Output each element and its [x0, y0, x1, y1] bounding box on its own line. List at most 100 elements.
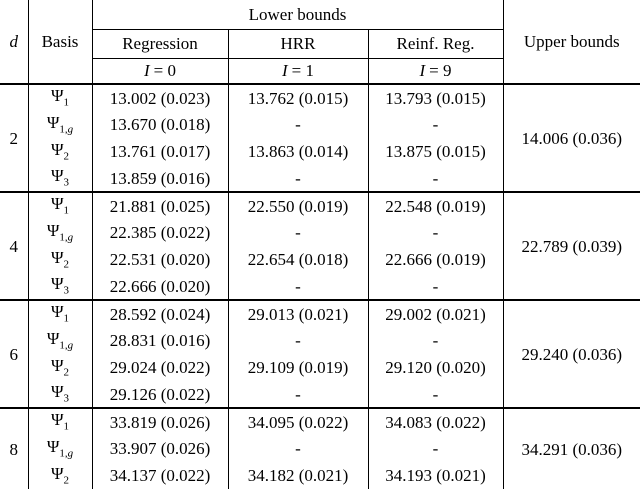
header-upper-bounds: Upper bounds: [502, 0, 640, 85]
hrr-value: -: [227, 273, 368, 301]
basis-cell: Ψ1,g: [27, 111, 92, 138]
table-row: Ψ3 13.859 (0.016) - -: [0, 165, 640, 193]
regression-value: 22.666 (0.020): [91, 273, 228, 301]
table-row: 8 Ψ1 33.819 (0.026) 34.095 (0.022) 34.08…: [0, 408, 640, 489]
hrr-value: 34.095 (0.022): [227, 408, 368, 435]
hrr-value: 22.550 (0.019): [227, 192, 368, 219]
table-row: Ψ3 29.126 (0.022) - -: [0, 381, 640, 409]
basis-cell: Ψ3: [27, 165, 92, 193]
basis-subscript: 1: [63, 204, 70, 217]
hrr-value: -: [227, 165, 368, 193]
regression-value: 28.831 (0.016): [91, 327, 228, 354]
psi-symbol: Ψ: [50, 463, 64, 483]
header-iteration-0: I = 0: [91, 58, 228, 85]
basis-subscript: 2: [63, 474, 70, 487]
regression-value: 13.761 (0.017): [91, 138, 228, 165]
reinf-reg-value: 34.193 (0.021): [367, 462, 504, 489]
iteration-variable: I: [281, 61, 288, 81]
upper-bound-value: 22.789 (0.039): [502, 192, 640, 301]
regression-value: 13.670 (0.018): [91, 111, 228, 138]
header-method-regression: Regression: [91, 29, 228, 59]
iteration-variable: I: [143, 61, 150, 81]
table-row: Ψ2 22.531 (0.020) 22.654 (0.018) 22.666 …: [0, 246, 640, 273]
hrr-value: -: [227, 381, 368, 409]
psi-symbol: Ψ: [46, 220, 60, 240]
hrr-value: 29.013 (0.021): [227, 300, 368, 327]
psi-symbol: Ψ: [46, 436, 60, 456]
hrr-value: 29.109 (0.019): [227, 354, 368, 381]
regression-value: 22.385 (0.022): [91, 219, 228, 246]
basis-subscript: 3: [63, 284, 70, 297]
reinf-reg-value: 29.120 (0.020): [367, 354, 504, 381]
header-basis: Basis: [27, 0, 92, 85]
regression-value: 13.859 (0.016): [91, 165, 228, 193]
basis-cell: Ψ1: [27, 192, 92, 219]
d-value: 2: [0, 84, 28, 193]
d-value: 8: [9, 439, 19, 459]
table-row: 6 Ψ1 28.592 (0.024) 29.013 (0.021) 29.00…: [0, 300, 640, 409]
basis-subscript: 3: [63, 392, 70, 405]
regression-value: 33.819 (0.026): [91, 408, 228, 435]
hrr-value: 13.863 (0.014): [227, 138, 368, 165]
basis-subscript: 3: [63, 176, 70, 189]
reinf-reg-value: -: [367, 111, 504, 138]
basis-cell: Ψ1: [27, 300, 92, 327]
header-lower-bounds: Lower bounds: [91, 0, 504, 30]
table-row: Ψ1,g 28.831 (0.016) - -: [0, 327, 640, 354]
reinf-reg-value: -: [367, 381, 504, 409]
iteration-value: = 1: [291, 61, 314, 81]
basis-subscript: 2: [63, 366, 70, 379]
basis-cell: Ψ1,g: [27, 219, 92, 246]
reinf-reg-value: 29.002 (0.021): [367, 300, 504, 327]
reinf-reg-value: 13.875 (0.015): [367, 138, 504, 165]
header-row-3: I = 0 I = 1 I = 9: [0, 58, 640, 85]
header-row-2: Regression HRR Reinf. Reg.: [0, 29, 640, 59]
reinf-reg-value: -: [367, 273, 504, 301]
regression-value: 34.137 (0.022): [91, 462, 228, 489]
basis-subscript: 1,g: [59, 123, 74, 136]
reinf-reg-value: -: [367, 327, 504, 354]
hrr-value: 13.762 (0.015): [227, 84, 368, 111]
header-d: d: [0, 0, 28, 85]
basis-cell: Ψ1,g: [27, 327, 92, 354]
upper-bound-value: 29.240 (0.036): [502, 300, 640, 409]
reinf-reg-value: 22.666 (0.019): [367, 246, 504, 273]
basis-subscript: 1: [63, 420, 70, 433]
hrr-value: 22.654 (0.018): [227, 246, 368, 273]
basis-cell: Ψ2: [27, 462, 92, 489]
psi-symbol: Ψ: [46, 328, 60, 348]
upper-bound-value: 14.006 (0.036): [502, 84, 640, 193]
reinf-reg-value: -: [367, 435, 504, 462]
header-method-hrr: HRR: [227, 29, 368, 59]
basis-cell: Ψ2: [27, 138, 92, 165]
basis-cell: Ψ3: [27, 381, 92, 409]
header-method-reinf-reg: Reinf. Reg.: [367, 29, 504, 59]
iteration-variable: I: [419, 61, 426, 81]
iteration-value: = 9: [429, 61, 452, 81]
table-row: Ψ1,g 33.907 (0.026) - -: [0, 435, 640, 462]
table-row: 4 Ψ1 21.881 (0.025) 22.550 (0.019) 22.54…: [0, 192, 640, 301]
psi-symbol: Ψ: [50, 410, 64, 430]
hrr-value: -: [227, 111, 368, 138]
regression-value: 33.907 (0.026): [91, 435, 228, 462]
header-iteration-9: I = 9: [367, 58, 504, 85]
basis-cell: Ψ1: [27, 408, 92, 435]
hrr-value: 34.182 (0.021): [227, 462, 368, 489]
reinf-reg-value: -: [367, 219, 504, 246]
regression-value: 13.002 (0.023): [91, 84, 228, 111]
table-row: Ψ3 22.666 (0.020) - -: [0, 273, 640, 301]
psi-symbol: Ψ: [50, 302, 64, 322]
psi-symbol: Ψ: [50, 382, 64, 402]
table-row: Ψ2 29.024 (0.022) 29.109 (0.019) 29.120 …: [0, 354, 640, 381]
basis-cell: Ψ1: [27, 84, 92, 111]
regression-value: 22.531 (0.020): [91, 246, 228, 273]
reinf-reg-value: -: [367, 165, 504, 193]
table-row: Ψ2 34.137 (0.022) 34.182 (0.021) 34.193 …: [0, 462, 640, 489]
basis-cell: Ψ2: [27, 354, 92, 381]
header-row-1: d Basis Lower bounds Upper bounds: [0, 0, 640, 85]
psi-symbol: Ψ: [50, 86, 64, 106]
regression-value: 29.126 (0.022): [91, 381, 228, 409]
reinf-reg-value: 34.083 (0.022): [367, 408, 504, 435]
regression-value: 28.592 (0.024): [91, 300, 228, 327]
results-table: d Basis Lower bounds Upper bounds Regres…: [0, 0, 640, 489]
